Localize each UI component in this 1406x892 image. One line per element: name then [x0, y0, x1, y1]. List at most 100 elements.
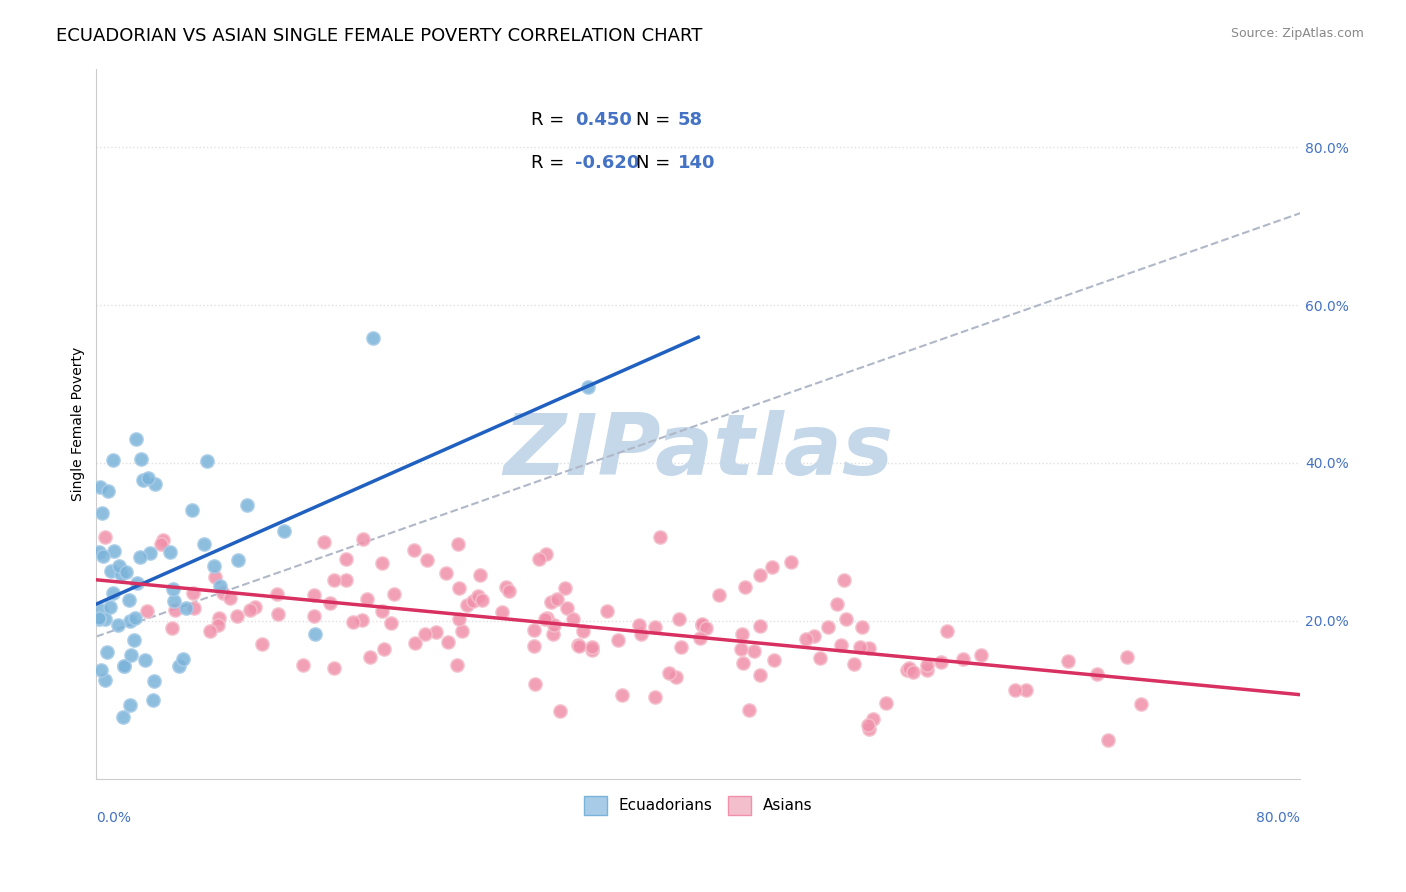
Point [915, 658, 938, 673]
Point [212, 586, 235, 600]
Point [576, 380, 599, 394]
Point [627, 618, 650, 632]
Point [450, 624, 472, 638]
Point [546, 592, 568, 607]
Point [209, 578, 232, 592]
Point [359, 650, 381, 665]
Point [808, 651, 831, 665]
Point [204, 570, 226, 584]
Point [832, 573, 855, 587]
Point [529, 552, 551, 566]
Point [267, 607, 290, 621]
Point [858, 722, 880, 736]
Point [107, 618, 129, 632]
Point [896, 663, 918, 677]
Point [543, 618, 565, 632]
Text: R =: R = [531, 154, 569, 172]
Point [208, 611, 231, 625]
Point [322, 573, 344, 587]
Point [312, 535, 335, 549]
Point [101, 453, 124, 467]
Point [143, 477, 166, 491]
Point [94, 673, 117, 687]
Point [304, 588, 326, 602]
Point [163, 594, 186, 608]
Point [562, 612, 585, 626]
Point [342, 615, 364, 630]
Point [827, 597, 849, 611]
Point [664, 670, 686, 684]
Point [671, 640, 693, 655]
Point [796, 632, 818, 647]
Text: Source: ZipAtlas.com: Source: ZipAtlas.com [1230, 27, 1364, 40]
Point [901, 665, 924, 679]
Point [124, 611, 146, 625]
Point [467, 590, 489, 604]
Text: N =: N = [636, 112, 676, 129]
Point [160, 621, 183, 635]
Point [361, 331, 384, 345]
Point [292, 658, 315, 673]
Point [198, 624, 221, 638]
Point [690, 617, 713, 632]
Point [195, 454, 218, 468]
Text: 0.450: 0.450 [575, 112, 633, 129]
Point [167, 659, 190, 673]
Point [149, 537, 172, 551]
Point [456, 598, 478, 612]
Point [91, 506, 114, 520]
Text: R =: R = [531, 112, 569, 129]
Point [461, 593, 484, 607]
Point [803, 629, 825, 643]
Point [120, 648, 142, 662]
Point [1129, 697, 1152, 711]
Point [644, 620, 666, 634]
Point [541, 627, 564, 641]
Point [742, 644, 765, 658]
Point [110, 566, 132, 581]
Point [98, 599, 121, 614]
Point [89, 480, 111, 494]
Point [447, 612, 470, 626]
Point [1057, 654, 1080, 668]
Y-axis label: Single Female Poverty: Single Female Poverty [72, 346, 86, 500]
Point [96, 644, 118, 658]
Point [689, 631, 711, 645]
Point [132, 473, 155, 487]
Point [101, 585, 124, 599]
Point [533, 612, 555, 626]
Point [534, 547, 557, 561]
Point [449, 582, 471, 596]
Point [733, 656, 755, 670]
Point [495, 580, 517, 594]
Point [152, 533, 174, 547]
Point [250, 637, 273, 651]
Point [498, 584, 520, 599]
Point [207, 618, 229, 632]
Point [143, 673, 166, 688]
Point [370, 604, 392, 618]
Point [749, 619, 772, 633]
Point [1115, 650, 1137, 665]
Text: 140: 140 [678, 154, 716, 172]
Point [122, 633, 145, 648]
Point [323, 661, 346, 675]
Point [129, 550, 152, 565]
Point [1015, 682, 1038, 697]
Point [134, 653, 156, 667]
Point [94, 531, 117, 545]
Point [731, 627, 754, 641]
Point [581, 640, 603, 655]
Point [129, 452, 152, 467]
Point [89, 545, 111, 559]
Point [1004, 682, 1026, 697]
Point [172, 652, 194, 666]
Point [165, 603, 187, 617]
Point [779, 555, 801, 569]
Point [335, 551, 357, 566]
Point [382, 587, 405, 601]
Point [630, 627, 652, 641]
Point [112, 658, 135, 673]
Point [97, 483, 120, 498]
Point [468, 568, 491, 582]
